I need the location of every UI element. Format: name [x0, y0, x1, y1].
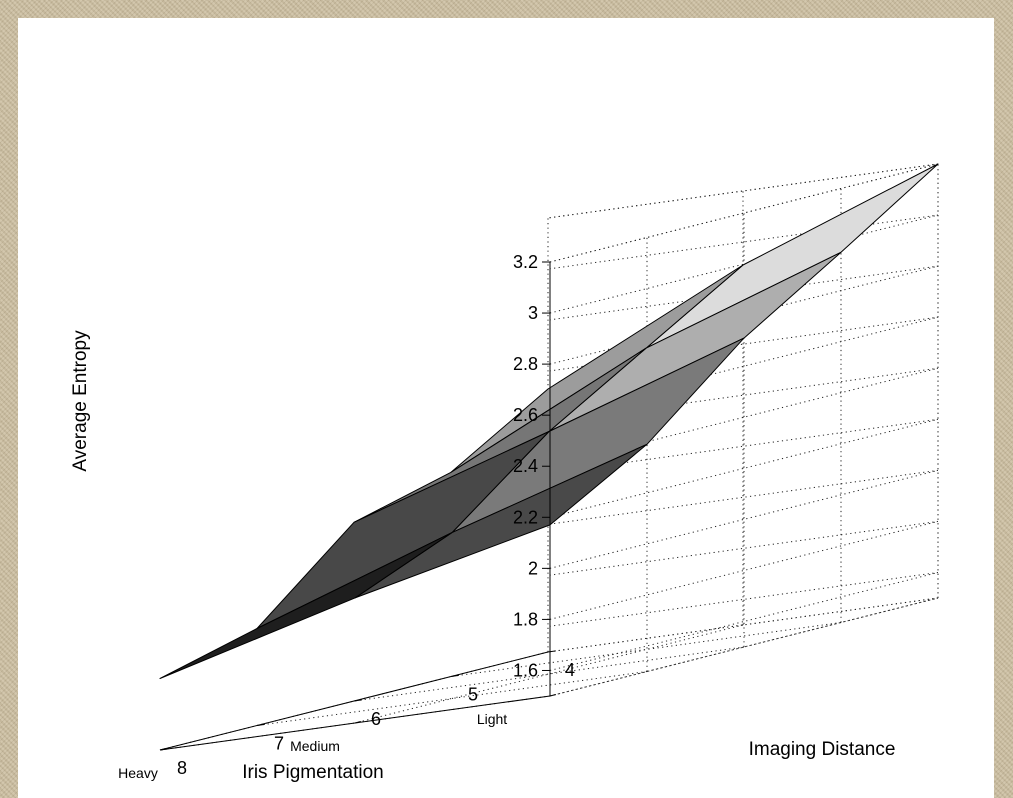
x-tick-label: Heavy — [118, 765, 158, 781]
y-axis-label: Imaging Distance — [749, 739, 896, 760]
z-tick-label: 3.2 — [513, 252, 538, 272]
surface-layer — [159, 163, 939, 679]
z-tick-label: 3 — [528, 303, 538, 323]
gridline — [353, 646, 745, 702]
gridline — [450, 622, 842, 677]
surface-patch — [548, 251, 842, 432]
gridline — [354, 624, 744, 724]
ticks-layer: 1.6 1.8 2 2.2 2.4 2.6 2.8 3 3.2 Light Medium Heavy 4… — [118, 252, 575, 781]
y-tick-mark — [159, 748, 168, 751]
y-tick-mark — [450, 674, 459, 677]
z-axis-label: Average Entropy — [70, 330, 91, 472]
surface-patch — [159, 532, 453, 679]
y-tick-mark — [547, 650, 556, 653]
x-tick-label: Medium — [290, 738, 340, 754]
y-tick-label: 4 — [565, 660, 575, 680]
surface-plot: 1.6 1.8 2 2.2 2.4 2.6 2.8 3 3.2 Light Medium Heavy 4… — [70, 163, 939, 783]
z-tick-label: 2 — [528, 558, 538, 578]
y-tick-label: 7 — [274, 734, 284, 754]
z-tick-label: 2.8 — [513, 354, 538, 374]
z-tick-label: 2.4 — [513, 456, 538, 476]
y-tick-label: 8 — [177, 758, 187, 778]
x-axis-label: Iris Pigmentation — [242, 762, 384, 783]
z-tick-label: 1.8 — [513, 609, 538, 629]
x-tick-mark — [354, 721, 361, 724]
x-tick-mark — [549, 694, 556, 697]
z-tick-label: 2.6 — [513, 405, 538, 425]
gridline — [547, 520, 939, 576]
z-tick-label: 1.6 — [513, 660, 538, 680]
surface-patch — [645, 163, 939, 349]
y-tick-label: 5 — [468, 685, 478, 705]
x-tick-label: Light — [477, 711, 507, 727]
z-tick-label: 2.2 — [513, 507, 538, 527]
y-tick-label: 6 — [371, 709, 381, 729]
y-tick-mark — [256, 723, 265, 726]
figure-panel: 1.6 1.8 2 2.2 2.4 2.6 2.8 3 3.2 Light Medium Heavy 4… — [18, 18, 994, 798]
y-tick-mark — [353, 699, 362, 702]
gridline — [547, 571, 939, 627]
